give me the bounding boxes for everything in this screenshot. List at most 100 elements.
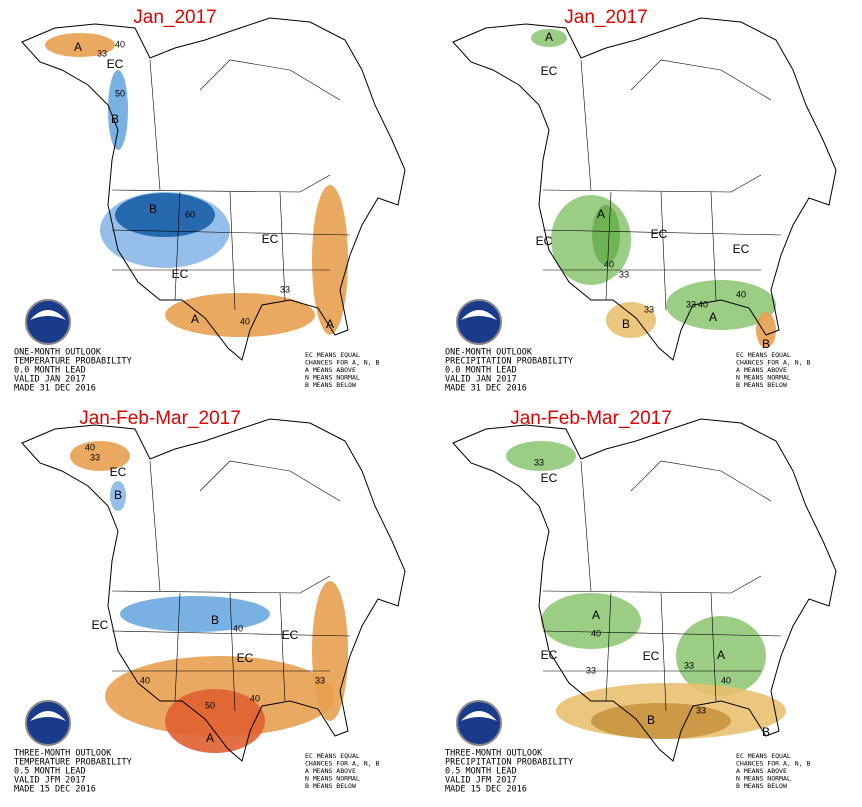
probability-area bbox=[165, 689, 265, 753]
noaa-logo-gull bbox=[461, 711, 497, 721]
map-label: 50 bbox=[205, 700, 215, 710]
coastline bbox=[21, 418, 406, 762]
border bbox=[542, 229, 782, 236]
map-label: EC bbox=[536, 234, 553, 248]
legend-text: CHANCES FOR A, N, B bbox=[736, 760, 810, 768]
legend-text: CHANCES FOR A, N, B bbox=[305, 760, 379, 768]
map-label: 40 bbox=[115, 39, 125, 49]
map-label: EC bbox=[237, 651, 254, 665]
map-label: EC bbox=[172, 267, 189, 281]
outlook-text: PRECIPITATION PROBABILITY bbox=[445, 357, 573, 367]
map-label: 33 bbox=[97, 48, 107, 58]
map-label: A bbox=[717, 648, 725, 662]
probability-area bbox=[606, 302, 656, 338]
legend-text: N MEANS NORMAL bbox=[736, 374, 791, 382]
border bbox=[580, 460, 592, 592]
outlook-text: VALID JFM 2017 bbox=[14, 776, 86, 786]
map-label: 33 bbox=[586, 665, 596, 675]
map-label: 33 bbox=[90, 452, 100, 462]
border bbox=[174, 191, 181, 301]
border bbox=[199, 460, 341, 502]
outlook-text: TEMPERATURE PROBABILITY bbox=[14, 758, 132, 768]
probability-area bbox=[120, 596, 270, 632]
map-label: 33 bbox=[696, 705, 706, 715]
legend-text: A MEANS ABOVE bbox=[736, 767, 787, 775]
probability-area bbox=[312, 185, 348, 335]
probability-area bbox=[592, 205, 620, 265]
legend-text: B MEANS BELOW bbox=[305, 381, 356, 389]
map-label: 33 bbox=[684, 660, 694, 670]
map-label: EC bbox=[110, 465, 127, 479]
border bbox=[199, 59, 341, 101]
map-label: 40 bbox=[233, 623, 243, 633]
map-label: 60 bbox=[185, 209, 195, 219]
border bbox=[149, 460, 161, 592]
border bbox=[605, 592, 612, 702]
map-label: B bbox=[114, 488, 122, 502]
border bbox=[710, 191, 717, 301]
legend-text: CHANCES FOR A, N, B bbox=[305, 359, 379, 367]
legend-text: B MEANS BELOW bbox=[736, 782, 787, 790]
map-label: EC bbox=[541, 64, 558, 78]
noaa-logo-gull bbox=[30, 711, 66, 721]
outlook-text: VALID JAN 2017 bbox=[445, 375, 517, 385]
outlook-text: 0.5 MONTH LEAD bbox=[14, 767, 86, 777]
legend-text: EC MEANS EQUAL bbox=[736, 752, 791, 760]
border bbox=[660, 191, 667, 311]
probability-area bbox=[531, 29, 567, 47]
noaa-logo bbox=[456, 700, 502, 746]
map-label: EC bbox=[643, 649, 660, 663]
border bbox=[279, 592, 286, 702]
map-label: B bbox=[111, 112, 119, 126]
legend-text: EC MEANS EQUAL bbox=[305, 351, 360, 359]
outlook-text: THREE-MONTH OUTLOOK bbox=[445, 749, 543, 759]
probability-area bbox=[165, 293, 315, 337]
map-label: B bbox=[149, 202, 157, 216]
map-label: EC bbox=[733, 242, 750, 256]
border bbox=[111, 630, 351, 637]
border bbox=[149, 59, 161, 191]
map-label: 33 bbox=[280, 284, 290, 294]
coastline bbox=[21, 17, 406, 361]
map-label: 33 bbox=[619, 269, 629, 279]
coastline bbox=[452, 418, 837, 762]
border bbox=[630, 460, 772, 502]
legend-text: EC MEANS EQUAL bbox=[305, 752, 360, 760]
map-label: A bbox=[597, 207, 605, 221]
outlook-text: MADE 15 DEC 2016 bbox=[445, 785, 527, 795]
noaa-logo bbox=[25, 700, 71, 746]
coastline bbox=[452, 17, 837, 361]
border bbox=[710, 592, 717, 702]
map-label: 33 bbox=[315, 675, 325, 685]
noaa-logo-gull bbox=[30, 310, 66, 320]
panel-title: Jan-Feb-Mar_2017 bbox=[510, 408, 672, 429]
outlook-text: MADE 31 DEC 2016 bbox=[445, 384, 527, 394]
outlook-text: 0.0 MONTH LEAD bbox=[445, 366, 517, 376]
probability-area bbox=[115, 193, 215, 237]
border bbox=[542, 630, 782, 637]
legend-text: N MEANS NORMAL bbox=[736, 775, 791, 783]
outlook-text: 0.5 MONTH LEAD bbox=[445, 767, 517, 777]
border bbox=[542, 575, 762, 594]
noaa-logo bbox=[25, 299, 71, 345]
map-label: B bbox=[622, 317, 630, 331]
border bbox=[111, 174, 331, 193]
map-label: A bbox=[592, 608, 600, 622]
border bbox=[605, 191, 612, 301]
legend-text: A MEANS ABOVE bbox=[736, 366, 787, 374]
map-label: A bbox=[191, 312, 199, 326]
border bbox=[630, 59, 772, 101]
outlook-text: VALID JFM 2017 bbox=[445, 776, 517, 786]
panel: Jan-Feb-Mar_2017 33 EC A 40 EC EC A 33 40 33 B 33 B TH… bbox=[445, 408, 837, 795]
map-label: B bbox=[762, 725, 770, 739]
map-label: 40 bbox=[140, 675, 150, 685]
map-label: EC bbox=[262, 232, 279, 246]
border bbox=[174, 592, 181, 702]
probability-area bbox=[591, 703, 731, 739]
probability-area bbox=[756, 312, 776, 348]
border bbox=[229, 191, 236, 311]
map-label: EC bbox=[107, 57, 124, 71]
map-label: A bbox=[326, 317, 334, 331]
map-label: 40 bbox=[250, 693, 260, 703]
